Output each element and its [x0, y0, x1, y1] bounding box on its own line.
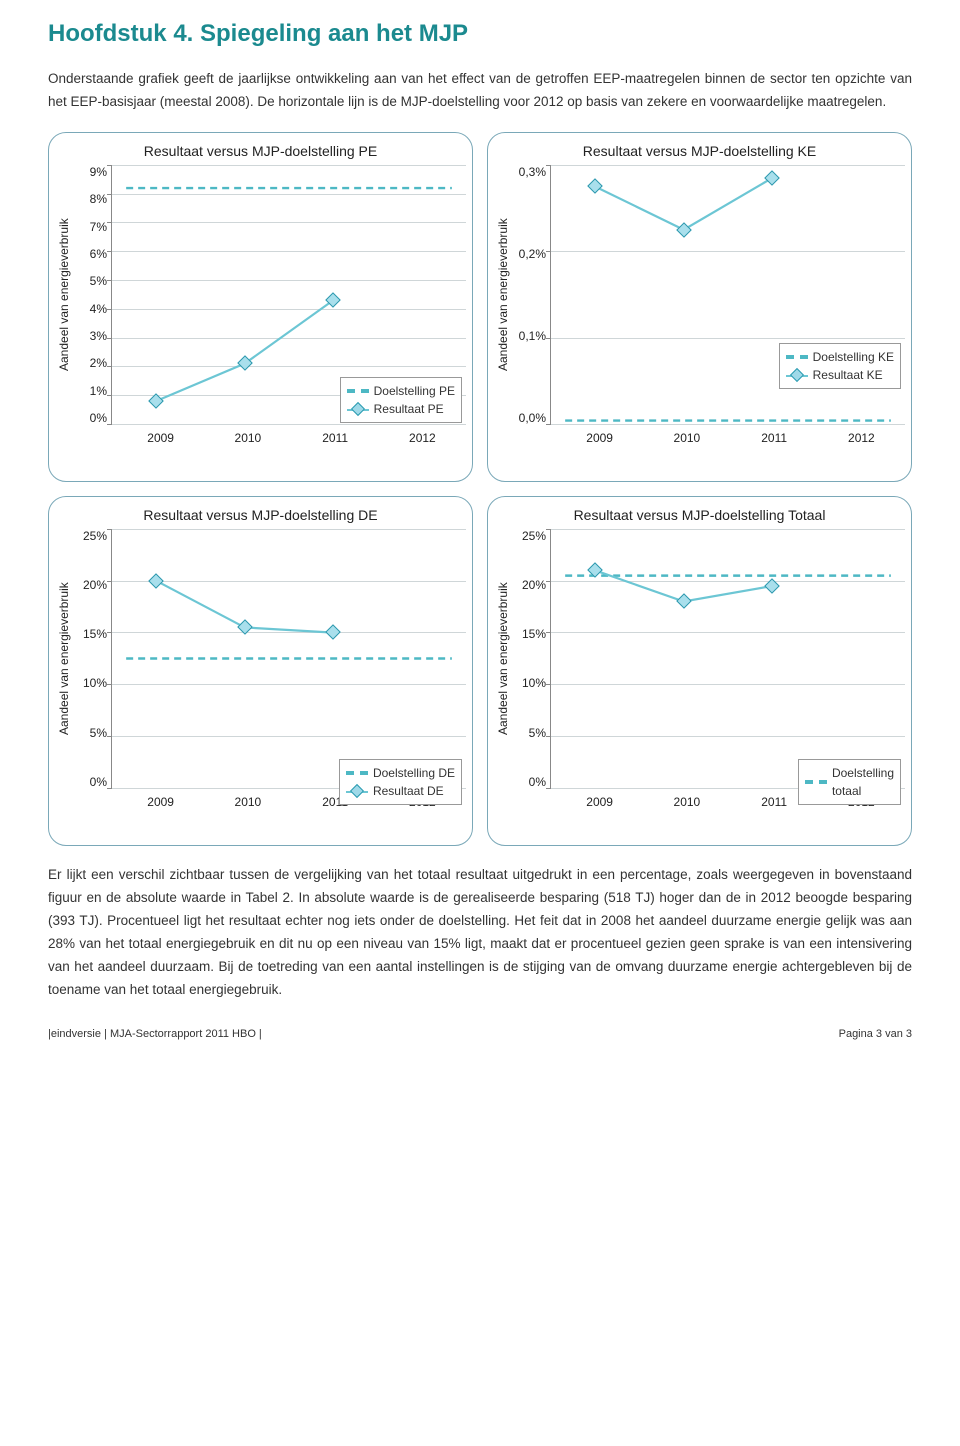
legend-label: Resultaat PE [374, 400, 444, 418]
y-axis-label: Aandeel van energieverbruik [55, 165, 73, 425]
footer-left: |eindversie | MJA-Sectorrapport 2011 HBO… [48, 1028, 262, 1040]
y-axis-label: Aandeel van energieverbruik [494, 529, 512, 789]
chart-ke: Resultaat versus MJP-doelstelling KE Aand… [487, 132, 912, 482]
legend-label: Resultaat KE [813, 366, 883, 384]
y-axis-ticks: 9%8%7%6%5%4%3%2%1%0% [73, 165, 111, 425]
legend-label: Doelstelling DE [373, 764, 455, 782]
y-axis-ticks: 25%20%15%10%5%0% [512, 529, 550, 789]
chart-title: Resultaat versus MJP-doelstelling PE [55, 143, 466, 159]
x-axis-ticks: 2009201020112012 [117, 431, 466, 451]
chart-pe: Resultaat versus MJP-doelstelling PE Aand… [48, 132, 473, 482]
x-axis-ticks: 2009201020112012 [556, 431, 905, 451]
chart-legend: Doelstelling KEResultaat KE [779, 343, 901, 389]
y-axis-label: Aandeel van energieverbruik [55, 529, 73, 789]
legend-label: Doelstelling KE [813, 348, 894, 366]
chart-title: Resultaat versus MJP-doelstelling KE [494, 143, 905, 159]
chart-legend: Doelstelling PEResultaat PE [340, 377, 462, 423]
result-line [156, 300, 333, 401]
plot-area [111, 529, 466, 789]
chart-tot: Resultaat versus MJP-doelstelling Totaal… [487, 496, 912, 846]
legend-label: Resultaat DE [373, 782, 444, 800]
chart-legend: Doelstellingtotaal [798, 759, 901, 805]
y-axis-ticks: 25%20%15%10%5%0% [73, 529, 111, 789]
legend-label: Doelstelling PE [374, 382, 455, 400]
y-axis-label: Aandeel van energieverbruik [494, 165, 512, 425]
y-axis-ticks: 0,3%0,2%0,1%0,0% [512, 165, 550, 425]
page-footer: |eindversie | MJA-Sectorrapport 2011 HBO… [48, 1028, 912, 1040]
footer-right: Pagina 3 van 3 [839, 1028, 912, 1040]
plot-area [550, 529, 905, 789]
legend-label: Doelstellingtotaal [832, 764, 894, 800]
outro-paragraph: Er lijkt een verschil zichtbaar tussen d… [48, 864, 912, 1002]
chart-de: Resultaat versus MJP-doelstelling DE Aand… [48, 496, 473, 846]
chart-title: Resultaat versus MJP-doelstelling Totaal [494, 507, 905, 523]
chart-title: Resultaat versus MJP-doelstelling DE [55, 507, 466, 523]
chart-legend: Doelstelling DEResultaat DE [339, 759, 462, 805]
page-title: Hoofdstuk 4. Spiegeling aan het MJP [48, 20, 912, 48]
intro-paragraph: Onderstaande grafiek geeft de jaarlijkse… [48, 68, 912, 114]
chart-grid: Resultaat versus MJP-doelstelling PE Aand… [48, 132, 912, 846]
